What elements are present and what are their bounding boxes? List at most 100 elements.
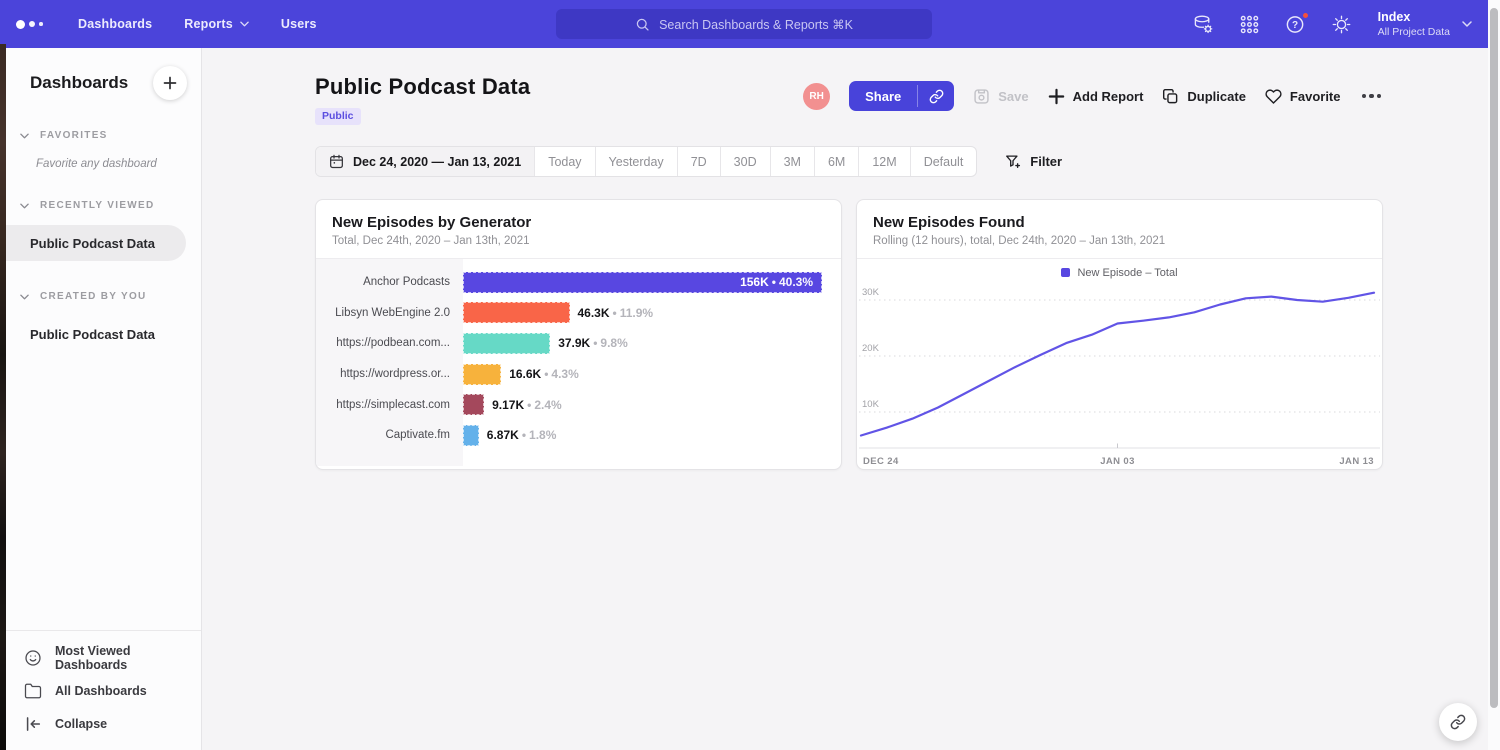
bar-row-captivate-fm: Captivate.fm 6.87K•1.8% [316,420,841,451]
avatar[interactable]: RH [803,83,830,110]
collapse-icon [24,715,42,733]
legend-swatch [1061,268,1070,277]
bar[interactable] [463,302,570,323]
chevron-down-icon [240,21,249,27]
date-preset-6m[interactable]: 6M [814,147,858,176]
bar-row-https-podbean-com: https://podbean.com...37.9K•9.8% [316,328,841,359]
duplicate-button[interactable]: Duplicate [1162,88,1246,105]
nav-item-reports[interactable]: Reports [184,17,249,31]
topbar-icon-group: ? [1193,14,1352,35]
save-label: Save [998,89,1028,104]
sidebar-footer-collapse[interactable]: Collapse [6,707,201,740]
date-preset-default[interactable]: Default [910,147,977,176]
sidebar-section-header-recently-viewed[interactable]: RECENTLY VIEWED [6,200,201,211]
date-preset-7d[interactable]: 7D [677,147,720,176]
date-preset-yesterday[interactable]: Yesterday [595,147,677,176]
settings-button[interactable] [1331,14,1352,35]
add-report-label: Add Report [1073,89,1144,104]
apps-grid-button[interactable] [1239,14,1260,35]
sidebar-section-header-created-by-you[interactable]: CREATED BY YOU [6,291,201,302]
sidebar-footer-all-dashboards[interactable]: All Dashboards [6,674,201,707]
filter-button[interactable]: Filter [1005,154,1062,170]
bar-value-label: 6.87K•1.8% [487,428,557,442]
bar-category-label: Libsyn WebEngine 2.0 [316,307,463,319]
date-range-control: Dec 24, 2020 — Jan 13, 2021 TodayYesterd… [315,146,977,177]
main-content: Public Podcast Data Public RH Share Save [203,48,1488,750]
data-sources-button[interactable] [1193,14,1214,35]
page-scrollbar[interactable] [1488,0,1500,750]
sidebar-section-header-favorites[interactable]: FAVORITES [6,130,201,141]
nav-item-label: Dashboards [78,17,152,31]
date-preset-3m[interactable]: 3M [770,147,814,176]
line-chart-body: New Episode – Total 10K20K30KDEC 24JAN 0… [857,259,1382,470]
bar-track: 156K•40.3% [463,267,841,298]
sidebar-footer-most-viewed-dashboards[interactable]: Most Viewed Dashboards [6,641,201,674]
add-dashboard-button[interactable] [153,66,187,100]
share-link-fab[interactable] [1439,703,1477,741]
bar[interactable] [463,425,479,446]
bar-category-label: Captivate.fm [316,429,463,441]
help-button[interactable]: ? [1285,14,1306,35]
favorite-button[interactable]: Favorite [1265,88,1341,105]
bar-category-label: https://wordpress.or... [316,368,463,380]
chart-legend: New Episode – Total [857,263,1382,282]
y-tick-label: 10K [862,399,880,410]
sidebar-section-label: FAVORITES [40,130,108,141]
legend-item[interactable]: New Episode – Total [1061,267,1177,279]
logo-dot [39,22,43,26]
share-split-button: Share [849,81,954,111]
bar[interactable]: 156K•40.3% [463,272,822,293]
link-icon [1450,714,1466,730]
visibility-badge: Public [315,108,361,125]
bar-percent: 4.3% [551,367,578,381]
search-input[interactable]: Search Dashboards & Reports ⌘K [556,9,932,39]
copy-link-button[interactable] [918,81,954,111]
more-options-button[interactable] [1360,90,1384,103]
line-series[interactable] [861,293,1374,436]
project-name: Index [1378,10,1450,24]
report-cards: New Episodes by Generator Total, Dec 24t… [315,199,1384,470]
add-report-button[interactable]: Add Report [1048,88,1144,105]
sidebar-sections: FAVORITESFavorite any dashboardRECENTLY … [6,100,201,352]
bar-category-label: Anchor Podcasts [316,276,463,288]
y-tick-label: 30K [862,287,880,298]
nav-item-dashboards[interactable]: Dashboards [78,17,152,31]
filter-label: Filter [1030,154,1062,169]
date-preset-today[interactable]: Today [534,147,594,176]
save-icon [973,88,990,105]
nav-item-users[interactable]: Users [281,17,317,31]
bar[interactable] [463,333,550,354]
chevron-down-icon [20,294,29,300]
share-button[interactable]: Share [849,81,917,111]
date-range-button[interactable]: Dec 24, 2020 — Jan 13, 2021 [316,147,534,176]
bar-track: 6.87K•1.8% [463,420,841,451]
bar-separator: • [522,428,526,442]
y-tick-label: 20K [862,343,880,354]
screen-edge-strip [0,44,6,750]
bar-percent: 9.8% [600,336,627,350]
save-button[interactable]: Save [973,88,1028,105]
page-header: Public Podcast Data Public RH Share Save [315,74,1383,125]
sidebar-item-public-podcast-data[interactable]: Public Podcast Data [6,316,201,352]
chart-title: New Episodes Found [873,214,1366,231]
project-text: Index All Project Data [1378,10,1450,38]
plus-icon [163,76,177,90]
sidebar-footer-label: Collapse [55,717,107,731]
date-preset-30d[interactable]: 30D [720,147,770,176]
date-preset-12m[interactable]: 12M [858,147,909,176]
bar-value: 156K [740,275,769,289]
folder-icon [24,682,42,700]
chevron-down-icon [1462,21,1472,27]
line-chart-plot[interactable]: 10K20K30KDEC 24JAN 03JAN 13 [857,282,1382,470]
bar-chart-body: Anchor Podcasts156K•40.3% Libsyn WebEngin… [316,259,841,466]
scrollbar-thumb[interactable] [1490,8,1498,708]
bar[interactable] [463,364,501,385]
app-logo[interactable] [16,20,60,29]
chevron-down-icon [20,133,29,139]
sidebar-item-public-podcast-data[interactable]: Public Podcast Data [6,225,186,261]
bar-value-label: 16.6K•4.3% [509,367,579,381]
project-selector[interactable]: Index All Project Data [1378,10,1472,38]
duplicate-icon [1162,88,1179,105]
bar[interactable] [463,394,484,415]
chevron-down-icon [20,203,29,209]
